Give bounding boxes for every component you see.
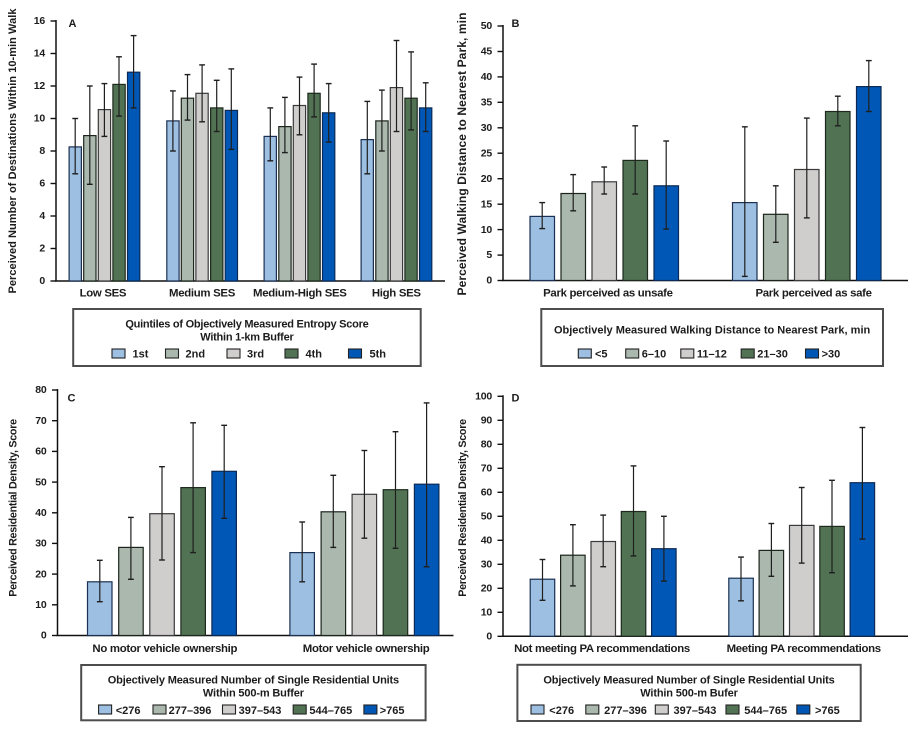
svg-text:Objectively Measured Walking D: Objectively Measured Walking Distance to… xyxy=(554,325,871,337)
svg-text:14: 14 xyxy=(34,48,46,60)
svg-text:0: 0 xyxy=(486,631,492,643)
svg-text:60: 60 xyxy=(35,446,47,458)
svg-text:<276: <276 xyxy=(116,705,141,717)
svg-text:Within 1-km Buffer: Within 1-km Buffer xyxy=(200,332,294,344)
svg-text:20: 20 xyxy=(35,568,47,580)
svg-text:0: 0 xyxy=(39,275,45,287)
svg-text:16: 16 xyxy=(34,15,46,27)
svg-text:25: 25 xyxy=(481,147,493,159)
svg-text:50: 50 xyxy=(481,511,493,523)
svg-text:No motor vehicle ownership: No motor vehicle ownership xyxy=(92,643,237,655)
svg-text:70: 70 xyxy=(35,415,47,427)
svg-text:Meeting PA recommendations: Meeting PA recommendations xyxy=(727,643,881,655)
svg-text:Perceived Residential Density,: Perceived Residential Density, Score xyxy=(8,419,20,597)
svg-text:Perceived Residential Density,: Perceived Residential Density, Score xyxy=(457,419,469,597)
svg-text:45: 45 xyxy=(481,46,493,58)
svg-text:6–10: 6–10 xyxy=(642,349,666,361)
svg-text:0: 0 xyxy=(486,275,492,287)
svg-text:80: 80 xyxy=(481,439,493,451)
svg-text:5: 5 xyxy=(486,249,492,261)
svg-text:3rd: 3rd xyxy=(247,349,264,361)
svg-text:Motor vehicle ownership: Motor vehicle ownership xyxy=(303,643,430,655)
svg-text:544–765: 544–765 xyxy=(309,705,352,717)
svg-text:70: 70 xyxy=(481,463,493,475)
svg-text:10: 10 xyxy=(481,607,493,619)
svg-text:<276: <276 xyxy=(549,705,574,717)
svg-text:30: 30 xyxy=(481,122,493,134)
svg-text:>765: >765 xyxy=(815,705,840,717)
svg-text:397–543: 397–543 xyxy=(239,705,282,717)
svg-text:2: 2 xyxy=(39,243,45,255)
svg-text:8: 8 xyxy=(39,145,45,157)
svg-text:50: 50 xyxy=(35,476,47,488)
svg-text:20: 20 xyxy=(481,583,493,595)
svg-text:30: 30 xyxy=(481,559,493,571)
svg-text:277–396: 277–396 xyxy=(604,705,647,717)
svg-text:10: 10 xyxy=(34,113,46,125)
svg-text:Medium-High SES: Medium-High SES xyxy=(253,288,347,300)
svg-text:6: 6 xyxy=(39,178,45,190)
svg-text:Perceived Walking Distance to: Perceived Walking Distance to Nearest Pa… xyxy=(455,12,469,295)
svg-text:Low SES: Low SES xyxy=(80,288,127,300)
svg-text:4: 4 xyxy=(39,210,45,222)
svg-text:Objectively Measured Number of: Objectively Measured Number of Single Re… xyxy=(108,675,399,687)
svg-text:D: D xyxy=(512,393,520,405)
svg-text:C: C xyxy=(68,393,76,405)
svg-text:11–12: 11–12 xyxy=(697,349,727,361)
svg-text:High SES: High SES xyxy=(372,288,422,300)
svg-text:4th: 4th xyxy=(306,349,323,361)
svg-text:<5: <5 xyxy=(595,349,608,361)
svg-text:5th: 5th xyxy=(370,349,387,361)
svg-text:0: 0 xyxy=(41,630,47,642)
svg-text:Perceived Number of Destinatio: Perceived Number of Destinations Within … xyxy=(7,8,19,294)
svg-text:35: 35 xyxy=(481,97,493,109)
svg-text:Not meeting PA recommendations: Not meeting PA recommendations xyxy=(514,643,690,655)
svg-text:80: 80 xyxy=(35,384,47,396)
svg-text:>30: >30 xyxy=(822,349,841,361)
svg-text:Within 500-m Buffer: Within 500-m Buffer xyxy=(203,688,305,700)
svg-text:12: 12 xyxy=(34,80,46,92)
svg-text:Park perceived as unsafe: Park perceived as unsafe xyxy=(543,288,673,300)
svg-text:10: 10 xyxy=(35,599,47,611)
svg-text:15: 15 xyxy=(481,198,493,210)
svg-text:544–765: 544–765 xyxy=(744,705,787,717)
svg-text:397–543: 397–543 xyxy=(674,705,717,717)
svg-text:A: A xyxy=(69,18,77,30)
svg-text:Objectively Measured Number of: Objectively Measured Number of Single Re… xyxy=(543,675,834,687)
svg-text:277–396: 277–396 xyxy=(169,705,212,717)
svg-text:30: 30 xyxy=(35,538,47,550)
svg-text:40: 40 xyxy=(35,507,47,519)
svg-text:Within 500-m Bufer: Within 500-m Bufer xyxy=(640,688,738,700)
svg-text:90: 90 xyxy=(481,415,493,427)
svg-text:Quintiles of Objectively Measu: Quintiles of Objectively Measured Entrop… xyxy=(125,319,368,331)
svg-text:B: B xyxy=(512,18,520,30)
svg-text:Medium SES: Medium SES xyxy=(169,288,236,300)
svg-text:Park perceived as safe: Park perceived as safe xyxy=(755,288,871,300)
svg-text:1st: 1st xyxy=(133,349,149,361)
svg-text:10: 10 xyxy=(481,224,493,236)
svg-text:2nd: 2nd xyxy=(186,349,206,361)
svg-text:>765: >765 xyxy=(380,705,405,717)
svg-text:60: 60 xyxy=(481,487,493,499)
svg-text:100: 100 xyxy=(475,391,492,403)
svg-text:40: 40 xyxy=(481,535,493,547)
svg-text:40: 40 xyxy=(481,71,493,83)
svg-text:20: 20 xyxy=(481,173,493,185)
svg-text:21–30: 21–30 xyxy=(757,349,788,361)
svg-text:50: 50 xyxy=(481,20,493,32)
